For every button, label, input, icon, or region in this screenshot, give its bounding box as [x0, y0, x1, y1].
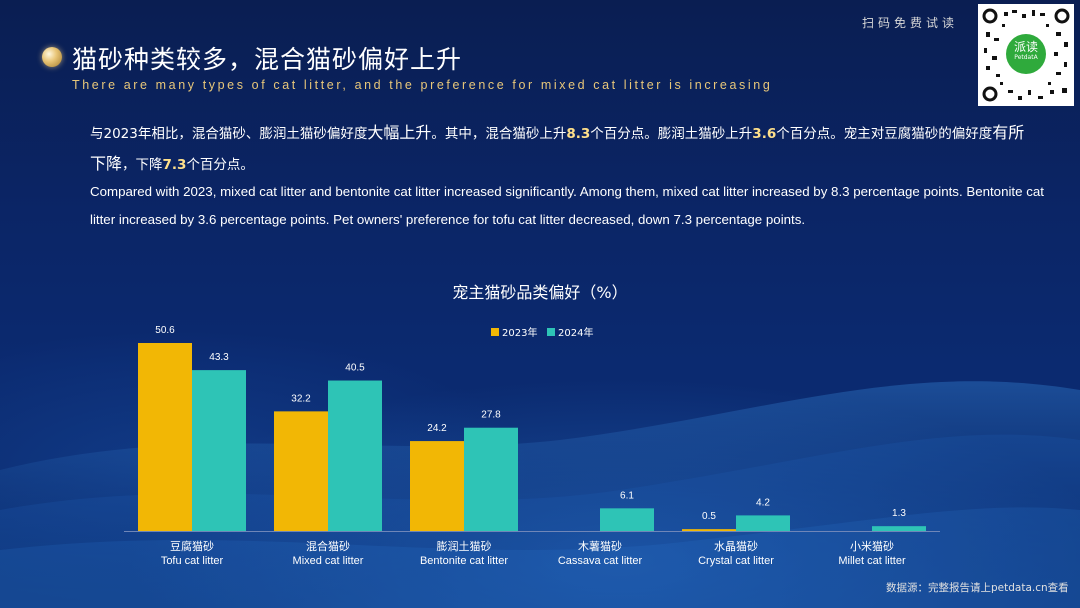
- chart-title: 宠主猫砂品类偏好（%）: [452, 283, 628, 302]
- bar-2023: [682, 529, 736, 531]
- data-label: 24.2: [427, 423, 447, 434]
- bar-2024: [192, 370, 246, 531]
- data-label: 1.3: [892, 508, 906, 519]
- title-bullet-icon: [42, 47, 62, 67]
- data-label: 32.2: [291, 393, 311, 404]
- summary-cn: 与2023年相比，混合猫砂、膨润土猫砂偏好度大幅上升。其中，混合猫砂上升8.3个…: [90, 118, 1040, 180]
- page-subtitle-en: There are many types of cat litter, and …: [72, 78, 773, 92]
- qr-code[interactable]: 派读 PetdatA: [978, 4, 1074, 106]
- category-label-en: Mixed cat litter: [293, 555, 364, 567]
- category-label-en: Crystal cat litter: [698, 555, 774, 567]
- bar-2024: [328, 380, 382, 531]
- data-label: 4.2: [756, 497, 770, 508]
- qr-pattern-icon: [982, 8, 1070, 102]
- legend-label: 2023年: [502, 326, 537, 339]
- category-label-en: Tofu cat litter: [161, 555, 224, 567]
- data-label: 0.5: [702, 511, 716, 522]
- source-note: 数据源：完整报告请上petdata.cn查看: [886, 582, 1069, 594]
- page-title: 猫砂种类较多，混合猫砂偏好上升: [72, 45, 463, 74]
- category-label-cn: 膨润土猫砂: [437, 539, 492, 553]
- summary-cn-part: 个百分点。: [186, 157, 254, 173]
- data-label: 6.1: [620, 490, 634, 501]
- summary-cn-part: 大幅上升: [367, 123, 432, 142]
- bar-2023: [410, 441, 464, 531]
- summary-cn-part: 有所下降: [90, 123, 1025, 173]
- bar-2024: [736, 515, 790, 531]
- category-label-cn: 水晶猫砂: [714, 540, 758, 553]
- bar-2024: [464, 427, 518, 531]
- qr-logo: 派读 PetdatA: [1006, 34, 1046, 74]
- category-label-cn: 豆腐猫砂: [170, 539, 214, 553]
- legend-swatch-2024: [547, 328, 555, 336]
- data-label: 40.5: [345, 363, 365, 374]
- data-label: 27.8: [481, 410, 501, 421]
- legend-label: 2024年: [558, 326, 593, 339]
- category-label-en: Bentonite cat litter: [420, 555, 508, 567]
- summary-cn-part: 。其中，混合猫砂上升: [431, 126, 567, 142]
- summary-cn-part: 8.3: [566, 126, 591, 142]
- bar-2024: [600, 508, 654, 531]
- category-label-cn: 木薯猫砂: [578, 540, 622, 553]
- summary-cn-part: 个百分点。宠主对豆腐猫砂的偏好度: [776, 126, 993, 142]
- bar-2023: [138, 343, 192, 531]
- category-label-en: Millet cat litter: [838, 555, 906, 567]
- data-label: 50.6: [155, 325, 175, 336]
- background-wave: [0, 381, 1080, 608]
- category-label-en: Cassava cat litter: [558, 555, 643, 567]
- bar-2024: [872, 526, 926, 531]
- category-label-cn: 混合猫砂: [306, 539, 350, 553]
- scan-label: 扫码免费试读: [862, 16, 959, 30]
- summary-cn-part: 3.6: [752, 126, 777, 142]
- summary-en: Compared with 2023, mixed cat litter and…: [90, 184, 1044, 227]
- summary-cn-part: ，下降: [122, 157, 163, 173]
- summary-cn-part: 与2023年相比，混合猫砂、膨润土猫砂偏好度: [90, 126, 368, 142]
- data-label: 43.3: [209, 352, 229, 363]
- qr-logo-sub: PetdatA: [1014, 54, 1038, 61]
- summary-cn-part: 个百分点。膨润土猫砂上升: [590, 126, 753, 142]
- bar-2023: [274, 411, 328, 531]
- legend-swatch-2023: [491, 328, 499, 336]
- summary-cn-part: 7.3: [162, 157, 187, 173]
- category-label-cn: 小米猫砂: [850, 540, 894, 553]
- qr-logo-text: 派读: [1013, 40, 1038, 54]
